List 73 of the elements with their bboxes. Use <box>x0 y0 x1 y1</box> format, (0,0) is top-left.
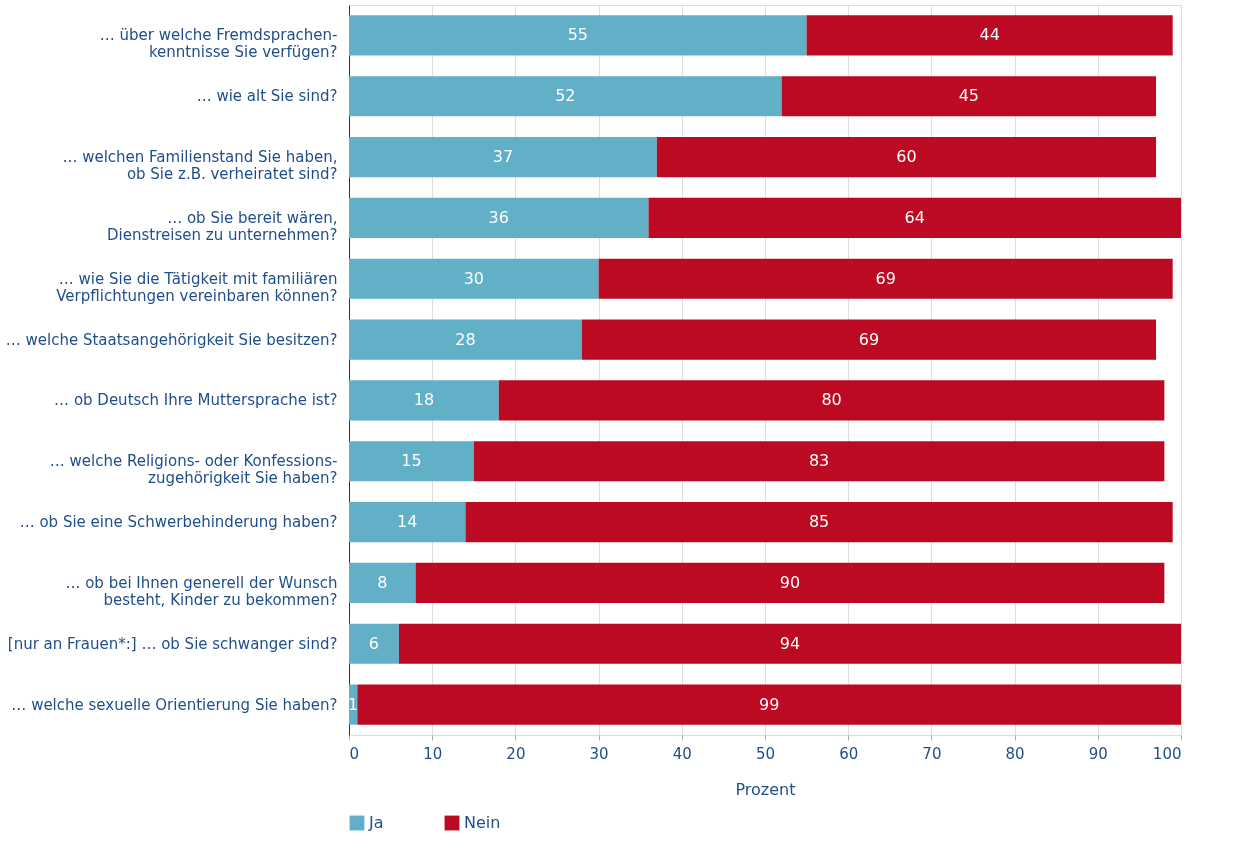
y-tick-label: … welche sexuelle Orientierung Sie haben? <box>11 695 338 714</box>
x-tick-label: 50 <box>755 744 776 763</box>
data-label: 80 <box>821 390 842 410</box>
x-tick-label: 70 <box>922 744 942 763</box>
data-label: 69 <box>858 329 880 349</box>
bar <box>581 319 1157 360</box>
bar <box>473 441 1165 482</box>
y-tick-label: … ob bei Ihnen generell der Wunsch besteht, Kinder zu bekommen? <box>65 573 338 609</box>
bar <box>415 562 1165 603</box>
data-label: 28 <box>455 329 476 349</box>
x-axis-title: Prozent <box>735 779 796 799</box>
data-label: 6 <box>368 633 380 653</box>
bar <box>349 15 807 56</box>
data-label: 18 <box>413 390 435 410</box>
y-tick-label: … welche Religions- oder Konfessions- zugehörigkeit Sie haben? <box>49 452 338 488</box>
data-label: 52 <box>555 86 576 106</box>
bar <box>656 137 1157 178</box>
data-label: 60 <box>896 147 917 167</box>
y-tick-label: … wie alt Sie sind? <box>196 87 338 106</box>
data-label: 8 <box>377 572 388 592</box>
data-label: 85 <box>808 512 830 532</box>
data-label: 83 <box>808 451 830 471</box>
y-tick-label: … welche Staatsangehörigkeit Sie besitzen? <box>5 330 338 349</box>
x-tick-label: 30 <box>589 744 609 763</box>
data-label: 99 <box>758 694 780 714</box>
x-tick-label: 0 <box>349 744 360 763</box>
bar <box>498 380 1165 421</box>
y-tick-label: … über welche Fremdsprachen- kenntnisse Sie verfügen? <box>99 26 338 62</box>
data-label: 45 <box>958 86 980 106</box>
bar <box>465 502 1173 543</box>
data-label: 37 <box>492 147 514 167</box>
bar <box>648 197 1181 238</box>
x-tick-label: 10 <box>423 744 443 763</box>
x-tick-label: 100 <box>1152 744 1182 763</box>
legend-label: Nein <box>464 813 501 832</box>
bar <box>806 15 1173 56</box>
bar <box>349 76 782 117</box>
y-tick-label: … ob Sie eine Schwerbehinderung haben? <box>19 513 338 532</box>
y-tick-label: [nur an Frauen*:] … ob Sie schwanger sind? <box>7 634 338 653</box>
y-tick-label: … wie Sie die Tätigkeit mit familiären Verpflichtungen vereinbaren können? <box>56 269 338 305</box>
data-label: 69 <box>875 268 896 288</box>
bar <box>349 502 466 543</box>
bar <box>349 319 582 360</box>
data-label: 94 <box>779 633 801 653</box>
y-tick-label: … ob Deutsch Ihre Muttersprache ist? <box>54 391 338 410</box>
bar <box>349 441 474 482</box>
data-label: 90 <box>779 572 801 592</box>
x-tick-label: 80 <box>1005 744 1025 763</box>
bar <box>349 562 416 603</box>
bar <box>598 258 1173 299</box>
legend-label: Ja <box>368 813 384 832</box>
data-label: 14 <box>397 512 418 532</box>
data-label: 44 <box>979 25 1000 45</box>
data-label: 1 <box>348 694 359 714</box>
y-tick-label: … ob Sie bereit wären, Dienstreisen zu unternehmen? <box>107 208 338 244</box>
bar <box>349 623 399 664</box>
data-label: 30 <box>463 268 484 288</box>
bar <box>349 258 599 299</box>
bar <box>349 137 657 178</box>
bar <box>398 623 1181 664</box>
x-tick-label: 40 <box>672 744 692 763</box>
bar <box>349 197 649 238</box>
bar <box>781 76 1157 117</box>
bar <box>357 684 1181 725</box>
data-label: 55 <box>567 25 588 45</box>
x-tick-label: 20 <box>506 744 526 763</box>
x-tick-label: 90 <box>1088 744 1108 763</box>
y-tick-label: … welchen Familienstand Sie haben, ob Sie z.B. verheiratet sind? <box>62 148 338 184</box>
x-tick-label: 60 <box>839 744 859 763</box>
data-label: 15 <box>401 451 422 471</box>
data-label: 64 <box>904 207 925 227</box>
bar <box>349 380 499 421</box>
data-label: 36 <box>488 207 509 227</box>
